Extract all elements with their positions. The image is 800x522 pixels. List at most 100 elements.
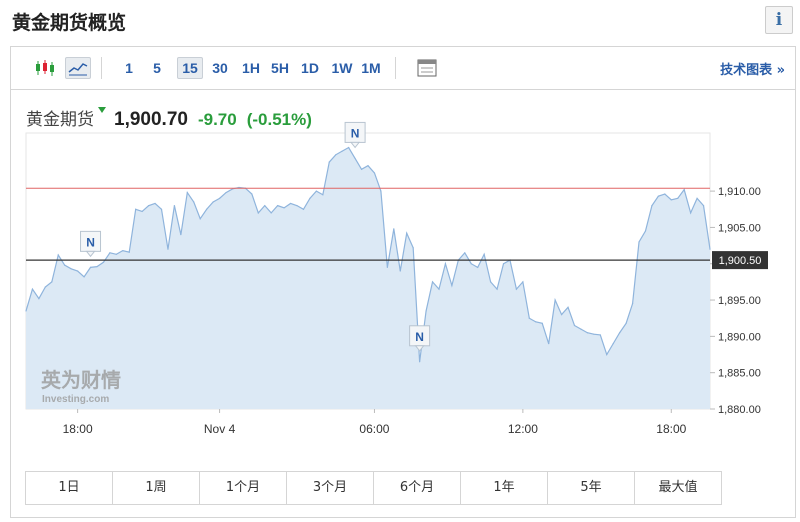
price-point — [631, 303, 634, 305]
news-marker-label: N — [351, 126, 360, 140]
info-button[interactable]: i — [765, 6, 793, 34]
chart-toolbar: 1 5 15 30 1H 5H 1D 1W 1M 技术图表 » — [11, 47, 795, 90]
price-point — [567, 306, 569, 308]
price-point — [315, 190, 317, 192]
price-point — [373, 172, 376, 174]
range-tab[interactable]: 1日 — [26, 472, 113, 504]
price-point — [186, 191, 188, 194]
price-point — [612, 343, 614, 345]
price-point — [554, 299, 556, 301]
y-tick-label: 1,885.00 — [718, 368, 761, 380]
price-chart[interactable]: 1,880.001,885.001,890.001,895.001,900.00… — [11, 47, 795, 467]
news-marker[interactable]: N — [344, 121, 366, 149]
y-tick-label: 1,880.00 — [718, 404, 761, 416]
news-marker[interactable]: N — [80, 230, 102, 258]
price-point — [431, 281, 434, 283]
interval-5h[interactable]: 5H — [271, 60, 289, 76]
y-tick-label: 1,890.00 — [718, 331, 761, 343]
price-area — [26, 147, 710, 409]
range-tab[interactable]: 1周 — [113, 472, 200, 504]
range-tab[interactable]: 最大值 — [658, 480, 698, 495]
price-point — [173, 205, 176, 207]
x-tick-label: 12:00 — [508, 422, 538, 436]
price-point — [702, 205, 705, 207]
price-point — [225, 191, 227, 194]
price-point — [270, 212, 272, 214]
price-point — [109, 252, 111, 254]
quote-line: 黄金期货 1,900.70 -9.70 (-0.51%) — [26, 105, 322, 130]
price-point — [148, 205, 150, 207]
price-point — [425, 310, 427, 312]
price-point — [212, 201, 214, 203]
x-tick-label: 18:00 — [63, 422, 93, 436]
price-point — [451, 284, 453, 287]
price-point — [89, 266, 92, 268]
price-point — [77, 270, 79, 272]
price-point — [638, 241, 640, 243]
range-tab[interactable]: 1个月 — [200, 472, 287, 504]
price-point — [670, 199, 672, 201]
interval-5[interactable]: 5 — [153, 60, 161, 76]
line-chart-icon[interactable] — [65, 57, 91, 79]
news-marker[interactable]: N — [409, 325, 431, 352]
price-point — [193, 201, 195, 203]
price-point — [696, 197, 698, 199]
range-tab[interactable]: 5年 — [548, 472, 635, 504]
price-point — [160, 208, 163, 210]
price-point — [122, 250, 124, 252]
price-point — [360, 168, 363, 170]
price-point — [302, 208, 305, 210]
interval-30[interactable]: 30 — [212, 60, 228, 76]
price-point — [573, 324, 576, 327]
x-tick-label: 18:00 — [656, 422, 686, 436]
interval-1h[interactable]: 1H — [242, 60, 260, 76]
price-point — [444, 263, 447, 265]
news-marker-pointer — [414, 345, 425, 352]
price-point — [644, 230, 647, 232]
news-marker-label: N — [86, 235, 95, 249]
price-point — [593, 333, 595, 335]
current-price-label: 1,900.50 — [719, 255, 762, 267]
calendar-icon[interactable] — [415, 58, 439, 78]
price-point — [102, 261, 105, 263]
technical-chart-link[interactable]: 技术图表 » — [720, 63, 785, 78]
interval-1[interactable]: 1 — [125, 60, 133, 76]
news-marker-pointer — [85, 250, 96, 258]
price-point — [470, 263, 472, 265]
price-point — [683, 189, 685, 191]
price-change: -9.70 — [197, 110, 237, 129]
watermark-text: Investing.com — [42, 394, 109, 405]
interval-1w[interactable]: 1W — [331, 60, 353, 76]
price-point — [38, 298, 40, 300]
price-point — [496, 288, 498, 290]
last-price: 1,900.70 — [114, 109, 188, 130]
price-point — [677, 197, 679, 199]
price-point — [283, 207, 285, 209]
price-point — [664, 193, 666, 195]
instrument-name: 黄金期货 — [26, 110, 94, 130]
price-point — [709, 248, 711, 250]
price-point — [599, 334, 601, 336]
watermark-logo: 英为财情 — [41, 368, 121, 392]
price-point — [296, 205, 298, 207]
price-point — [560, 313, 563, 316]
price-point — [96, 266, 98, 268]
interval-1m[interactable]: 1M — [361, 60, 381, 76]
price-point — [348, 146, 350, 149]
price-point — [490, 281, 492, 283]
price-point — [70, 268, 72, 270]
interval-15[interactable]: 15 — [177, 57, 203, 79]
range-tab[interactable]: 3个月 — [287, 472, 374, 504]
price-point — [477, 266, 479, 268]
range-tab[interactable]: 6个月 — [374, 472, 461, 504]
price-point — [199, 218, 201, 220]
price-point — [528, 317, 530, 319]
price-point — [367, 165, 369, 167]
interval-1d[interactable]: 1D — [301, 60, 319, 76]
range-tab[interactable]: 1年 — [461, 472, 548, 504]
price-point — [167, 248, 169, 250]
price-point — [31, 288, 34, 290]
candlestick-icon[interactable] — [33, 58, 57, 78]
price-point — [309, 197, 311, 199]
price-point — [328, 161, 330, 163]
